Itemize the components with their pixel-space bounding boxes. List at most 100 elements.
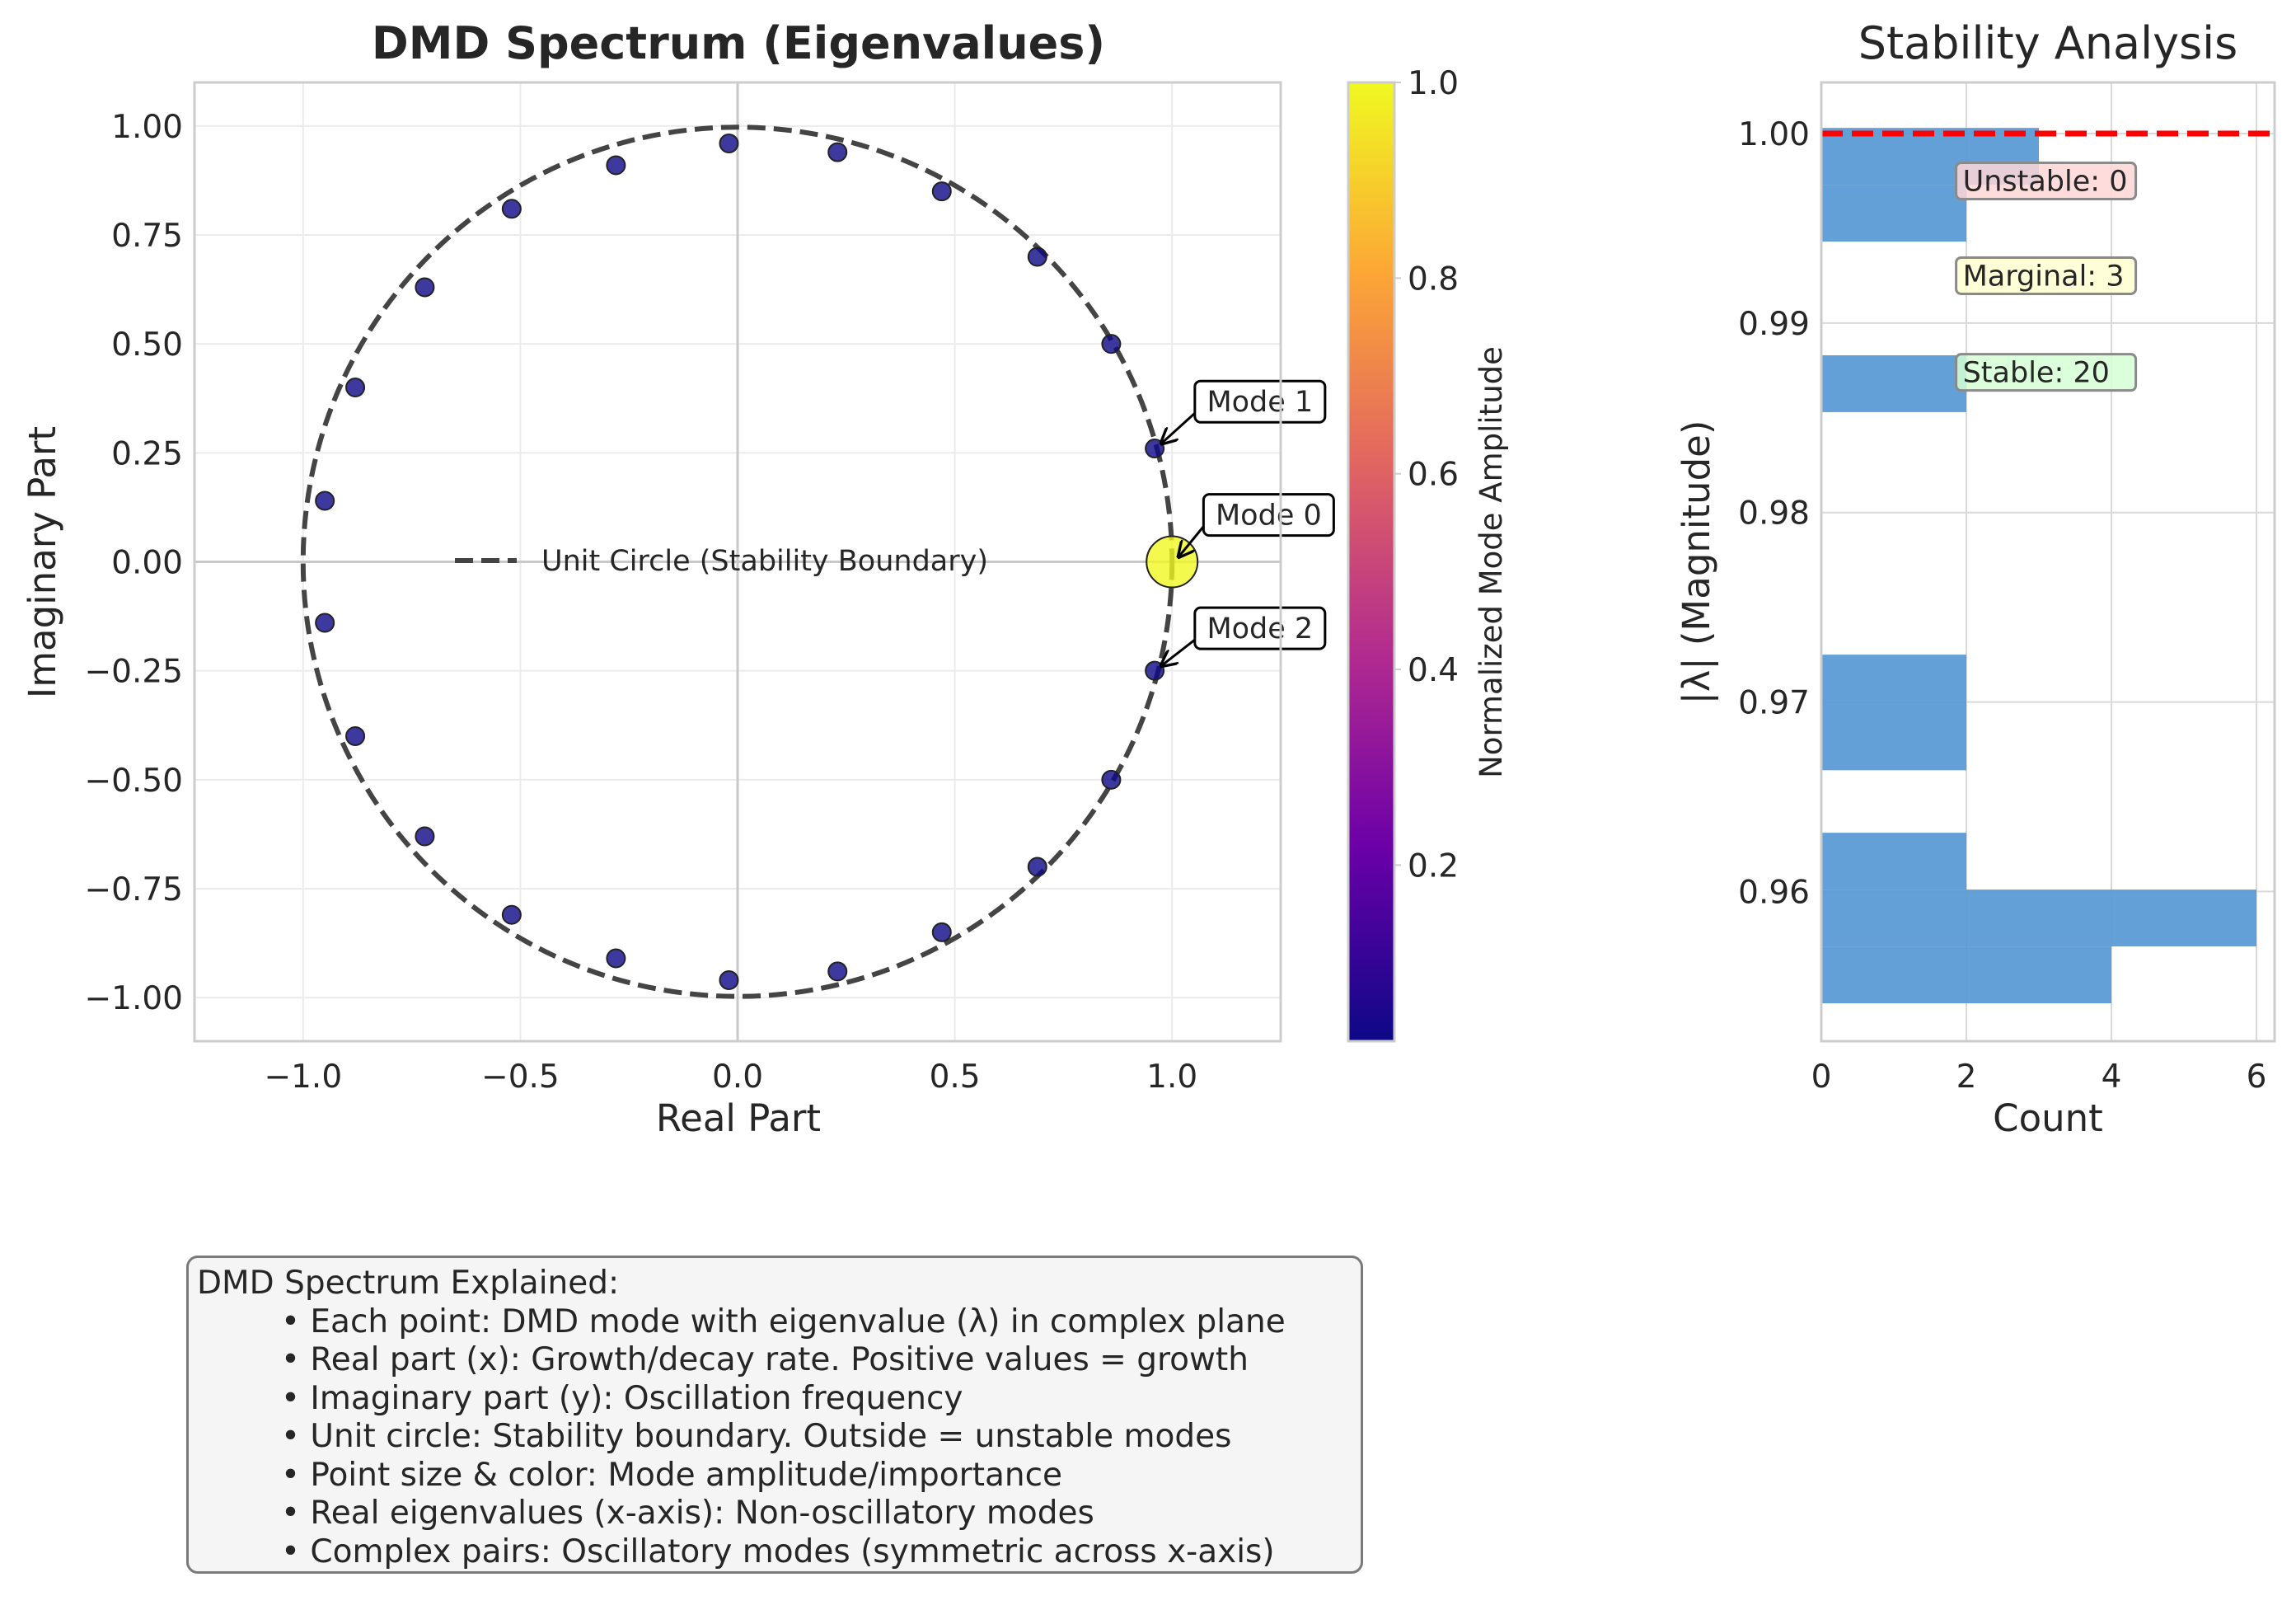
y-tick-label: 0.00 (111, 545, 183, 582)
colorbar: 0.2 0.4 0.6 0.8 1.0 Normalized Mode Amplitud… (1347, 65, 1509, 1043)
eigenvalue-point (931, 181, 952, 202)
spectrum-plot-frame (193, 81, 1282, 1043)
y-tick-label: 0.97 (1738, 685, 1810, 722)
explanation-item: • Real part (x): Growth/decay rate. Posi… (281, 1341, 1249, 1378)
y-tick-label: 0.96 (1738, 874, 1810, 911)
y-tick-label: 0.50 (111, 326, 183, 364)
eigenvalue-point (315, 491, 335, 511)
annotation-box (1193, 606, 1327, 650)
stability-annotation-label: Stable: 20 (1963, 357, 2110, 390)
colorbar-ticks: 0.2 0.4 0.6 0.8 1.0 (1394, 65, 1459, 885)
y-tick-label: 0.98 (1738, 495, 1810, 533)
explanation-item: • Imaginary part (y): Oscillation freque… (281, 1379, 963, 1417)
legend-label-unit-circle: Unit Circle (Stability Boundary) (541, 545, 988, 578)
colorbar-tick-label: 0.4 (1408, 652, 1459, 689)
eigenvalue-point (1027, 246, 1047, 267)
stability-plot-frame (1820, 81, 2276, 1043)
eigenvalue-point (501, 904, 522, 925)
colorbar-label: Normalized Mode Amplitude (1474, 346, 1509, 778)
x-tick-label: 1.0 (1146, 1058, 1197, 1096)
stability-annotation-box (1955, 353, 2138, 392)
annotation-label: Mode 0 (1216, 500, 1322, 533)
x-tick-label: −1.0 (264, 1058, 342, 1096)
x-tick-label: 2 (1956, 1058, 1977, 1096)
x-tick-label: 0 (1811, 1058, 1832, 1096)
histogram-bar (1821, 946, 2111, 1004)
explanation-item: • Unit circle: Stability boundary. Outsi… (281, 1418, 1232, 1455)
explanation-item: • Each point: DMD mode with eigenvalue (… (281, 1303, 1286, 1340)
stability-annotation-box (1955, 256, 2138, 295)
stability-annotations: Unstable: 0 Marginal: 3 Stable: 20 (1955, 162, 2138, 392)
spectrum-chart: Mode 0 Mode 1 Mode 2 Unit Circle (Stabilit… (21, 17, 1335, 1140)
annotation-arrow (1161, 638, 1196, 666)
colorbar-tick-label: 0.6 (1408, 457, 1459, 494)
annotation-box (1202, 493, 1335, 537)
y-tick-label: −0.25 (84, 654, 183, 691)
y-tick-label: 0.99 (1738, 306, 1810, 343)
stability-bars (1821, 128, 2256, 1004)
y-tick-label: 1.00 (111, 109, 183, 146)
x-tick-label: 6 (2247, 1058, 2267, 1096)
y-tick-label: 1.00 (1738, 116, 1810, 153)
y-tick-label: −1.00 (84, 980, 183, 1017)
eigenvalue-point (827, 961, 848, 982)
eigenvalue-point (345, 725, 366, 746)
colorbar-tick-label: 0.8 (1408, 261, 1459, 298)
spectrum-title: DMD Spectrum (Eigenvalues) (372, 17, 1105, 69)
explanation-item: • Complex pairs: Oscillatory modes (symm… (281, 1533, 1275, 1570)
annotation-label: Mode 1 (1207, 386, 1313, 419)
eigenvalue-point (827, 142, 848, 162)
eigenvalue-point (719, 134, 739, 154)
spectrum-y-label: Imaginary Part (21, 426, 64, 698)
x-tick-label: 0.5 (930, 1058, 981, 1096)
annotation-box (1193, 379, 1327, 424)
stability-title: Stability Analysis (1858, 17, 2238, 69)
eigenvalue-point (1145, 660, 1165, 681)
eigenvalue-point (606, 948, 626, 969)
eigenvalue-point (719, 969, 739, 990)
x-tick-label: −0.5 (481, 1058, 560, 1096)
y-tick-label: 0.75 (111, 218, 183, 255)
eigenvalue-point (1101, 334, 1122, 354)
histogram-bar (1821, 354, 1966, 412)
annotation-arrow (1161, 412, 1196, 444)
histogram-bar (1821, 889, 2256, 947)
explanation-heading: DMD Spectrum Explained: (197, 1265, 620, 1302)
spectrum-x-label: Real Part (656, 1096, 821, 1140)
annotation-label: Mode 2 (1207, 613, 1313, 645)
histogram-bar (1821, 833, 1966, 890)
eigenvalue-point (1027, 857, 1047, 877)
stability-y-ticks: 0.96 0.97 0.98 0.99 1.00 (1738, 116, 1810, 911)
eigenvalue-point (415, 826, 435, 847)
explanation-item: • Real eigenvalues (x-axis): Non-oscilla… (281, 1495, 1094, 1532)
spectrum-x-ticks: −1.0 −0.5 0.0 0.5 1.0 (264, 1058, 1197, 1096)
histogram-bar (1821, 185, 1966, 242)
explanation-item: • Point size & color: Mode amplitude/imp… (281, 1456, 1063, 1494)
eigenvalue-point (415, 277, 435, 298)
stability-x-label: Count (1993, 1096, 2103, 1140)
stability-annotation-box (1955, 162, 2138, 201)
spectrum-y-ticks: −1.00 −0.75 −0.50 −0.25 0.00 0.25 0.50 0.75 1.00 (84, 109, 183, 1017)
x-tick-label: 4 (2102, 1058, 2122, 1096)
stability-y-label: |λ| (Magnitude) (1675, 420, 1718, 705)
stability-annotation-label: Marginal: 3 (1963, 260, 2125, 293)
eigenvalue-point (606, 155, 626, 176)
x-tick-label: 0.0 (712, 1058, 763, 1096)
y-tick-label: −0.75 (84, 871, 183, 908)
stability-chart: Unstable: 0 Marginal: 3 Stable: 20 0 2 4 6 0.… (1675, 17, 2276, 1140)
eigenvalue-point (931, 922, 952, 942)
colorbar-tick-label: 1.0 (1408, 65, 1459, 102)
colorbar-gradient (1347, 81, 1396, 1043)
y-tick-label: −0.50 (84, 763, 183, 800)
stability-x-ticks: 0 2 4 6 (1811, 1058, 2267, 1096)
stability-annotation-label: Unstable: 0 (1963, 166, 2128, 199)
mode-annotations: Mode 0 Mode 1 Mode 2 (1161, 379, 1335, 666)
eigenvalue-point (501, 199, 522, 219)
annotation-arrow (1178, 525, 1205, 557)
histogram-bar (1821, 655, 1966, 771)
eigenvalue-point (315, 613, 335, 633)
y-tick-label: 0.25 (111, 435, 183, 472)
colorbar-tick-label: 0.2 (1408, 847, 1459, 885)
eigenvalue-point (1101, 769, 1122, 790)
